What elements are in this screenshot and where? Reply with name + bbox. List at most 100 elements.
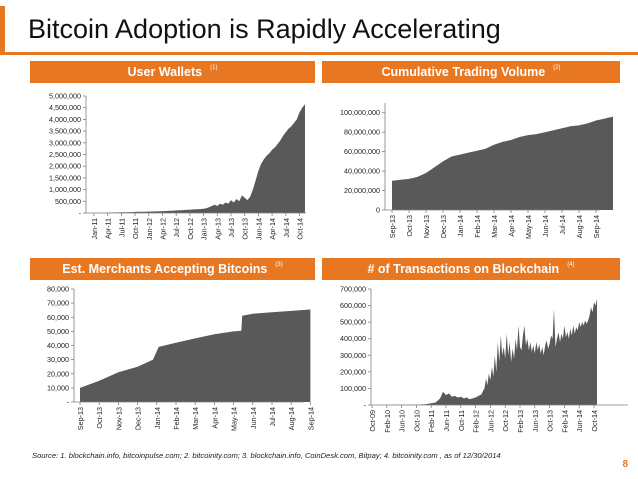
y-tick-label: 1,000,000 bbox=[49, 185, 81, 194]
y-tick-label: 70,000 bbox=[47, 299, 69, 308]
x-tick-label: Jun-14 bbox=[575, 410, 584, 432]
panel-title-transactions: # of Transactions on Blockchain bbox=[367, 262, 560, 276]
x-tick-label: Apr-11 bbox=[104, 218, 113, 239]
y-tick-label: 80,000,000 bbox=[344, 128, 380, 137]
x-tick-label: Jun-14 bbox=[541, 215, 550, 237]
y-tick-label: 100,000 bbox=[340, 384, 366, 393]
y-tick-label: 80,000 bbox=[47, 285, 69, 294]
x-tick-label: Feb-13 bbox=[516, 410, 525, 433]
footnote-transactions: (4) bbox=[567, 262, 575, 268]
source-note: Source: 1. blockchain.info, bitcoinpulse… bbox=[32, 451, 501, 460]
x-tick-label: Jun-12 bbox=[486, 410, 495, 432]
x-tick-label: Sep-13 bbox=[76, 407, 85, 430]
y-tick-label: 100,000,000 bbox=[340, 108, 380, 117]
panel-header-volume: Cumulative Trading Volume (2) bbox=[322, 61, 620, 83]
x-tick-label: May-14 bbox=[524, 215, 533, 239]
x-tick-label: Oct-13 bbox=[241, 218, 250, 240]
y-tick-label: - bbox=[79, 209, 82, 218]
y-tick-label: - bbox=[364, 401, 367, 410]
y-tick-label: 0 bbox=[376, 206, 380, 215]
x-tick-label: Oct-09 bbox=[368, 410, 377, 432]
y-tick-label: 2,500,000 bbox=[49, 150, 81, 159]
y-tick-label: 30,000 bbox=[47, 355, 69, 364]
x-tick-label: Aug-14 bbox=[287, 407, 296, 430]
x-tick-label: May-14 bbox=[230, 407, 239, 431]
y-tick-label: 3,000,000 bbox=[49, 138, 81, 147]
footnote-wallets: (1) bbox=[210, 65, 218, 71]
panel-title-wallets: User Wallets bbox=[127, 65, 203, 79]
x-tick-label: Oct-14 bbox=[296, 218, 305, 240]
x-tick-label: Jan-14 bbox=[153, 407, 162, 429]
y-tick-label: 20,000,000 bbox=[344, 186, 380, 195]
x-tick-label: Sep-14 bbox=[592, 215, 601, 238]
x-tick-label: Jul-14 bbox=[282, 218, 291, 238]
x-tick-label: Jul-13 bbox=[227, 218, 236, 238]
x-tick-label: Feb-14 bbox=[172, 407, 181, 430]
x-tick-label: Oct-13 bbox=[405, 215, 414, 237]
x-tick-label: Jan-14 bbox=[254, 218, 263, 240]
x-tick-label: Jul-14 bbox=[558, 215, 567, 235]
x-tick-label: Apr-12 bbox=[159, 218, 168, 240]
x-tick-label: Nov-13 bbox=[114, 407, 123, 430]
x-tick-label: Jun-14 bbox=[249, 407, 258, 429]
y-tick-label: 500,000 bbox=[340, 318, 366, 327]
x-tick-label: Dec-13 bbox=[134, 407, 143, 430]
slide-title: Bitcoin Adoption is Rapidly Accelerating bbox=[28, 14, 501, 44]
footnote-volume: (2) bbox=[553, 65, 561, 71]
x-tick-label: Oct-14 bbox=[590, 410, 599, 432]
panel-title-volume: Cumulative Trading Volume bbox=[381, 65, 546, 79]
chart-wallets: - 500,000 1,000,000 1,500,000 2,000,000 2,500… bbox=[49, 92, 306, 240]
x-tick-label: Jul-14 bbox=[268, 407, 277, 427]
series-area-merchants bbox=[80, 309, 311, 402]
x-tick-label: Jun-11 bbox=[442, 410, 451, 431]
x-tick-label: Oct-11 bbox=[131, 218, 140, 239]
y-tick-label: 40,000 bbox=[47, 341, 69, 350]
panel-header-wallets: User Wallets (1) bbox=[30, 61, 315, 83]
y-tick-label: 500,000 bbox=[55, 197, 81, 206]
y-tick-label: 4,000,000 bbox=[49, 115, 81, 124]
series-area-wallets bbox=[94, 104, 305, 213]
x-tick-label: Oct-12 bbox=[501, 410, 510, 432]
y-tick-label: 20,000 bbox=[47, 369, 69, 378]
y-tick-label: 60,000 bbox=[47, 313, 69, 322]
x-tick-label: Apr-14 bbox=[210, 407, 219, 429]
x-tick-label: Jan-13 bbox=[200, 218, 209, 240]
x-tick-label: Oct-12 bbox=[186, 218, 195, 240]
y-tick-label: - bbox=[67, 398, 70, 407]
x-tick-label: Oct-11 bbox=[457, 410, 466, 431]
title-accent-bar bbox=[0, 6, 5, 52]
panel-title-merchants: Est. Merchants Accepting Bitcoins bbox=[62, 262, 268, 276]
y-tick-label: 50,000 bbox=[47, 327, 69, 336]
x-tick-label: Jul-12 bbox=[172, 218, 181, 238]
panel-header-transactions: # of Transactions on Blockchain (4) bbox=[322, 258, 620, 280]
x-tick-label: Aug-14 bbox=[575, 215, 584, 238]
x-tick-label: Feb-14 bbox=[560, 410, 569, 433]
x-tick-label: Nov-13 bbox=[422, 215, 431, 238]
y-tick-label: 60,000,000 bbox=[344, 147, 380, 156]
chart-volume: 0 20,000,000 40,000,000 60,000,000 80,000,00… bbox=[340, 103, 613, 239]
x-tick-label: Apr-14 bbox=[268, 218, 277, 240]
y-tick-label: 400,000 bbox=[340, 334, 366, 343]
title-underline bbox=[0, 52, 638, 55]
page-number: 8 bbox=[622, 459, 628, 470]
y-tick-label: 700,000 bbox=[340, 285, 366, 294]
x-tick-label: Jan-11 bbox=[90, 218, 99, 239]
x-tick-label: Jan-14 bbox=[456, 215, 465, 237]
x-tick-label: Apr-14 bbox=[507, 215, 516, 237]
x-tick-label: Sep-14 bbox=[306, 407, 315, 430]
x-tick-label: Feb-14 bbox=[473, 215, 482, 238]
x-tick-label: Feb-11 bbox=[427, 410, 436, 432]
chart-transactions: - 100,000 200,000 300,000 400,000 500,000 600,… bbox=[340, 285, 628, 433]
y-tick-label: 300,000 bbox=[340, 351, 366, 360]
panel-header-merchants: Est. Merchants Accepting Bitcoins (3) bbox=[30, 258, 315, 280]
x-tick-label: Jul-11 bbox=[117, 218, 126, 237]
x-tick-label: Oct-13 bbox=[546, 410, 555, 432]
x-tick-label: Jun-10 bbox=[398, 410, 407, 432]
x-tick-label: Jan-12 bbox=[145, 218, 154, 240]
x-tick-label: Oct-10 bbox=[412, 410, 421, 432]
y-tick-label: 5,000,000 bbox=[49, 92, 81, 101]
x-tick-label: Feb-10 bbox=[383, 410, 392, 433]
y-tick-label: 1,500,000 bbox=[49, 173, 81, 182]
series-area-transactions bbox=[372, 298, 597, 405]
